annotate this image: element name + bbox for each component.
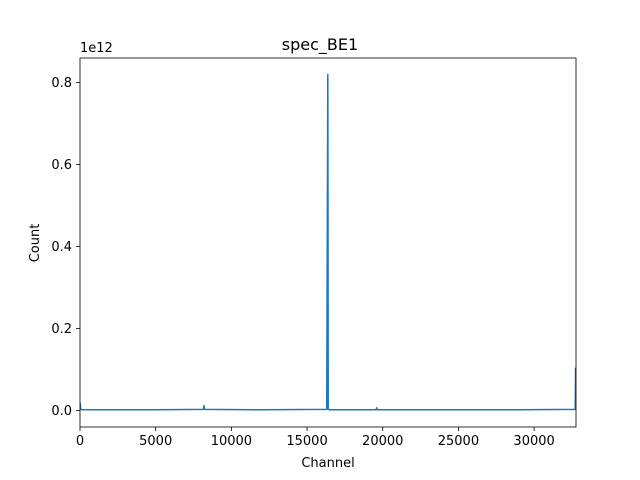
plot-area: 0 5000 10000 15000 20000 25000 30000 0.0 0.2 0.4 0… [51, 57, 577, 449]
y-axis-label: Count [28, 224, 43, 263]
y-tick-label-4: 0.8 [51, 76, 72, 91]
x-axis-label: Channel [301, 456, 354, 471]
y-tick-label-2: 0.4 [51, 240, 72, 255]
x-tick-label-6: 30000 [513, 434, 554, 449]
series-line-0 [80, 73, 576, 411]
y-tick-label-1: 0.2 [51, 322, 72, 337]
x-tick-label-2: 10000 [211, 434, 252, 449]
x-tick-label-1: 5000 [139, 434, 172, 449]
x-tick-label-4: 20000 [362, 434, 403, 449]
x-tick-label-3: 15000 [286, 434, 327, 449]
y-offset-text: 1e12 [80, 41, 113, 56]
y-tick-label-3: 0.6 [51, 158, 72, 173]
x-tick-label-0: 0 [76, 434, 84, 449]
x-tick-label-5: 25000 [438, 434, 479, 449]
axes-frame [79, 57, 577, 428]
y-tick-label-0: 0.0 [51, 404, 72, 419]
chart-title: spec_BE1 [282, 35, 358, 55]
